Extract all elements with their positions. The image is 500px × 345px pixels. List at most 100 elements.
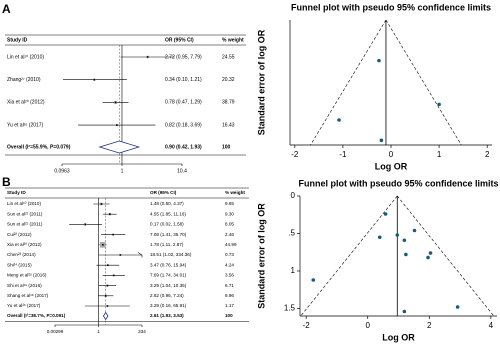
ci-label: 3.29 (0.16, 65.91) <box>150 303 187 308</box>
study-label: Shi²⁴ (2015) <box>7 262 32 267</box>
ci-label: 2.72 (0.95, 7.79) <box>165 54 202 60</box>
weight-label: 16.43 <box>222 122 235 128</box>
chart-title: Funnel plot with pseudo 95% confidence l… <box>298 178 498 188</box>
point-estimate <box>116 124 118 126</box>
y-tick-label: 1.5 <box>284 304 296 313</box>
y-axis-label: Standard error of log OR <box>256 203 266 309</box>
study-label: Cui²² (2012) <box>7 232 32 237</box>
study-point <box>455 305 460 309</box>
overall-weight: 100 <box>222 144 231 150</box>
point-estimate <box>119 254 122 256</box>
weight-label: 8.05 <box>225 222 234 227</box>
point-estimate <box>112 274 115 277</box>
point-estimate <box>114 101 117 104</box>
pseudo-limit <box>397 195 495 317</box>
overall-ci-label: 2.61 (1.93, 3.53) <box>150 313 184 318</box>
weight-label: 3.56 <box>225 273 234 278</box>
point-estimate <box>100 203 103 205</box>
x-tick-label: 2 <box>485 150 490 159</box>
weight-label: 0.73 <box>225 252 234 257</box>
ci-label: 1.78 (1.11, 2.87) <box>150 242 184 247</box>
x-tick-label: 1 <box>97 329 100 334</box>
ci-label: 0.17 (0.02, 1.58) <box>150 222 184 227</box>
weight-label: 9.30 <box>225 211 234 216</box>
column-header: Study ID <box>7 37 28 43</box>
weight-label: 9.65 <box>225 201 234 206</box>
panel-label: B <box>2 175 11 189</box>
study-point <box>402 238 407 243</box>
overall-label: Overall (I²=55.9%, P=0.079) <box>7 144 71 150</box>
study-label: Yu et al²⁶ (2017) <box>7 122 44 128</box>
study-point <box>379 138 384 143</box>
point-estimate <box>112 233 114 236</box>
ci-label: 3.29 (1.04, 10.35) <box>150 283 187 288</box>
study-point <box>426 255 430 260</box>
weight-label: 6.71 <box>225 283 234 288</box>
ci-label: 4.55 (1.85, 11.16) <box>150 211 186 216</box>
weight-label: 1.17 <box>225 303 234 308</box>
ci-label: 0.34 (0.10, 1.21) <box>165 77 202 83</box>
ci-label: 2.62 (0.96, 7.24) <box>150 293 184 298</box>
x-tick-label: 0 <box>365 321 370 330</box>
x-axis-label: Log OR <box>375 161 408 171</box>
point-estimate <box>106 284 109 287</box>
overall-diamond <box>98 140 141 154</box>
ci-label: 7.69 (1.74, 34.01) <box>150 273 187 278</box>
weight-label: 38.79 <box>222 100 235 106</box>
study-label: Sun et al²¹ (2011) <box>7 211 43 216</box>
weight-label: 20.32 <box>222 77 235 83</box>
ci-label: 18.51 (1.02, 334.36) <box>150 252 192 257</box>
y-tick-label: 1 <box>291 266 296 275</box>
ci-label: 0.78 (0.47, 1.29) <box>165 100 202 106</box>
study-label: Shi et al¹⁹ (2016) <box>7 283 42 288</box>
x-tick-label: 1 <box>437 150 442 159</box>
x-tick-label: -1 <box>339 150 347 159</box>
study-point <box>311 278 316 282</box>
overall-diamond <box>102 311 109 321</box>
x-tick-label: 1 <box>121 168 124 174</box>
study-point <box>377 58 381 63</box>
study-point <box>402 309 407 314</box>
x-tick-label: -2 <box>291 150 299 159</box>
weight-label: 4.24 <box>225 262 234 267</box>
x-tick-label: 4 <box>489 321 494 330</box>
study-label: Chen²³ (2014) <box>7 252 36 257</box>
column-header: OR (95% CI) <box>150 190 177 195</box>
study-label: Xia et al²⁰ (2012) <box>7 100 45 106</box>
point-estimate <box>93 78 96 81</box>
study-label: Sun et al²¹ (2011) <box>7 222 43 227</box>
ci-label: 3.47 (0.76, 15.94) <box>150 262 187 267</box>
point-estimate <box>104 295 107 297</box>
study-label: Lin et al¹⁰ (2010) <box>7 54 44 60</box>
ci-label: 7.08 (1.41, 35.70) <box>150 232 187 237</box>
panel-label: A <box>2 2 11 16</box>
pseudo-limit <box>310 19 387 146</box>
overall-weight: 100 <box>225 313 233 318</box>
study-point <box>404 252 408 257</box>
y-tick-label: 0 <box>291 191 296 200</box>
ci-arrow <box>137 252 143 258</box>
weight-label: 8.96 <box>225 293 234 298</box>
study-point <box>377 235 382 240</box>
weight-label: 2.46 <box>225 232 234 237</box>
y-axis-label: Standard error of log OR <box>256 29 266 135</box>
point-estimate <box>109 213 111 215</box>
study-label: Meng et al²⁵ (2016) <box>7 273 47 278</box>
study-label: Shang et al¹⁸ (2017) <box>7 293 49 298</box>
point-estimate <box>107 264 109 266</box>
x-tick-label: 0.0963 <box>54 168 70 174</box>
point-estimate <box>102 244 104 246</box>
pseudo-limit <box>300 195 398 317</box>
point-estimate <box>106 305 109 307</box>
point-estimate <box>84 223 87 226</box>
ci-label: 1.48 (0.50, 4.37) <box>150 201 184 206</box>
x-axis-label: Log OR <box>382 332 415 342</box>
weight-label: 44.99 <box>225 242 237 247</box>
overall-label: Overall (I²=38.7%, P=0.091) <box>7 313 66 318</box>
x-tick-label: 334 <box>138 329 146 334</box>
x-tick-label: 2 <box>427 321 432 330</box>
column-header: % weight <box>225 190 245 195</box>
study-point <box>437 102 441 107</box>
study-label: Xia et al²⁰ (2012) <box>7 242 42 247</box>
y-tick-label: .5 <box>288 229 295 238</box>
